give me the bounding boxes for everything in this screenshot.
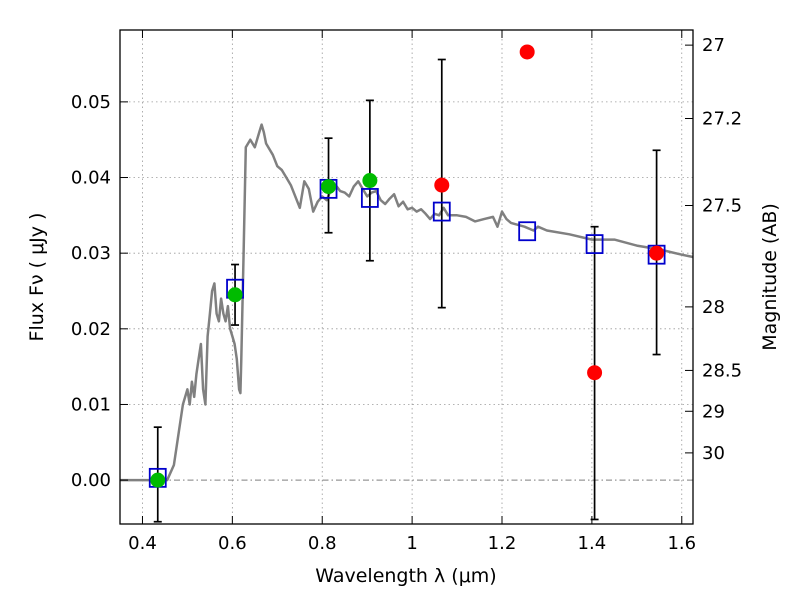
y-axis-label: Flux Fν ( μJy ) <box>26 213 48 342</box>
y-tick-label: 0.04 <box>71 168 111 189</box>
green-flux-point <box>362 173 378 189</box>
x-tick-label: 0.6 <box>218 533 247 554</box>
magnitude-tick-label: 27.2 <box>702 109 742 130</box>
green-flux-point <box>227 287 243 303</box>
x-tick-label: 1 <box>406 533 417 554</box>
x-axis-label: Wavelength λ (μm) <box>315 565 496 587</box>
red-flux-point <box>587 365 603 381</box>
x-tick-label: 0.4 <box>128 533 157 554</box>
x-tick-label: 1.6 <box>667 533 696 554</box>
model-flux-square <box>360 188 379 208</box>
magnitude-axis-ticks: 27 27.2 27.5 28 28.5 29 30 <box>685 35 742 464</box>
model-spectrum-line <box>120 123 694 482</box>
green-flux-point <box>321 179 337 195</box>
red-flux-point <box>434 177 450 193</box>
y-tick-label: 0.05 <box>71 92 111 113</box>
plot-background <box>120 30 693 524</box>
plot-frame <box>119 29 694 525</box>
magnitude-axis-label: Magnitude (AB) <box>759 203 781 351</box>
x-tick-label: 0.8 <box>308 533 337 554</box>
model-flux-square <box>585 234 604 254</box>
y-axis-ticks: 0.00 0.01 0.02 0.03 0.04 0.05 <box>71 92 128 491</box>
green-flux-point <box>150 472 166 488</box>
x-tick-label: 1.4 <box>578 533 607 554</box>
model-flux-square <box>432 201 451 222</box>
y-tick-label: 0.02 <box>71 319 111 340</box>
magnitude-tick-label: 28.5 <box>702 360 742 381</box>
observed-flux-markers <box>150 44 665 488</box>
y-tick-label: 0.01 <box>71 394 111 415</box>
magnitude-tick-label: 29 <box>702 401 725 422</box>
model-flux-square <box>518 221 537 242</box>
y-tick-label: 0.03 <box>71 243 111 264</box>
y-tick-label: 0.00 <box>71 470 111 491</box>
magnitude-tick-label: 28 <box>702 297 725 318</box>
x-tick-label: 1.2 <box>488 533 517 554</box>
red-flux-point <box>649 245 665 261</box>
x-axis-ticks: 0.4 0.6 0.8 1 1.2 1.4 1.6 <box>128 30 696 554</box>
red-flux-point <box>519 44 535 60</box>
magnitude-tick-label: 27.5 <box>702 196 742 217</box>
grid-lines <box>120 30 693 524</box>
magnitude-tick-label: 27 <box>702 35 725 56</box>
magnitude-tick-label: 30 <box>702 443 725 464</box>
